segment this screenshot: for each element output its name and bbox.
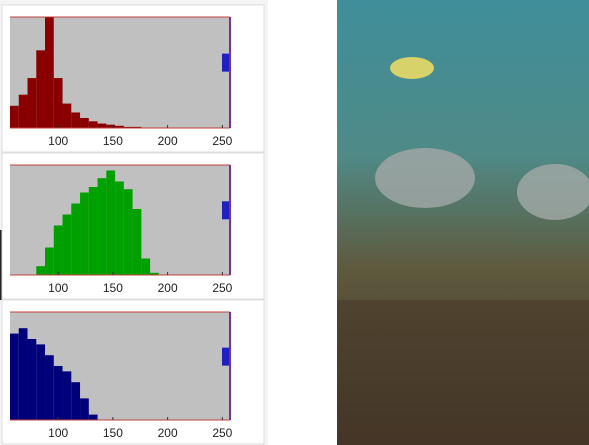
bar <box>89 187 98 275</box>
bar <box>45 17 54 128</box>
slider-marker <box>222 54 229 72</box>
bar <box>89 415 98 420</box>
x-tick-label: 150 <box>103 281 123 295</box>
x-tick-label: 150 <box>103 134 123 148</box>
bar <box>115 182 124 276</box>
bar <box>80 118 89 128</box>
x-tick-label: 250 <box>212 426 232 440</box>
bar <box>71 382 80 420</box>
bar <box>63 215 72 276</box>
bar <box>19 95 28 128</box>
bar <box>71 204 80 276</box>
bar <box>124 189 133 275</box>
bar <box>133 209 142 275</box>
x-tick-label: 100 <box>48 281 68 295</box>
photo-fish <box>390 57 434 79</box>
x-tick-label: 250 <box>212 281 232 295</box>
bar <box>71 112 80 128</box>
bar <box>54 226 63 276</box>
x-tick-label: 200 <box>158 426 178 440</box>
bar <box>98 178 107 275</box>
bar <box>141 259 150 276</box>
bar <box>28 78 37 128</box>
bar <box>63 371 72 420</box>
bar <box>89 121 98 128</box>
bar <box>80 193 89 276</box>
bar <box>10 334 19 420</box>
x-tick-label: 200 <box>158 134 178 148</box>
bar <box>36 266 45 275</box>
bar <box>36 344 45 420</box>
slider-marker <box>222 348 229 366</box>
bar <box>36 50 45 128</box>
x-tick-label: 100 <box>48 426 68 440</box>
figure: 100 150 200 250 100 150 200 250 100 150 200 250 <box>0 0 589 445</box>
bar <box>45 248 54 276</box>
bar <box>45 355 54 420</box>
page: 100150200250100150200250100150200250 (()… <box>0 0 589 445</box>
photo-fish <box>375 148 475 208</box>
bar <box>28 339 37 420</box>
bar <box>98 124 107 128</box>
slider-marker <box>222 201 229 219</box>
bar <box>54 78 63 128</box>
bar <box>10 106 19 128</box>
x-tick-label: 100 <box>48 134 68 148</box>
bar <box>106 171 115 276</box>
bar <box>19 328 28 420</box>
photo-reef <box>337 300 589 445</box>
bar <box>63 104 72 128</box>
bar <box>80 398 89 420</box>
x-tick-label: 150 <box>103 426 123 440</box>
x-tick-label: 200 <box>158 281 178 295</box>
x-tick-label: 250 <box>212 134 232 148</box>
bar <box>54 366 63 420</box>
